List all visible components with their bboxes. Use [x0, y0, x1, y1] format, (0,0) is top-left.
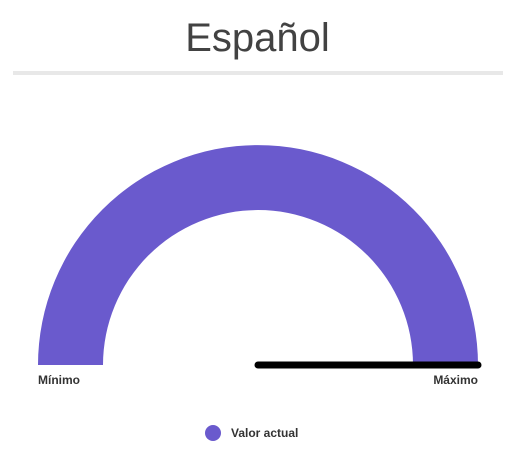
- legend-swatch: [205, 425, 221, 441]
- gauge-max-label: Máximo: [433, 373, 478, 387]
- gauge-min-label: Mínimo: [38, 373, 80, 387]
- title-divider: [13, 71, 503, 75]
- legend-label: Valor actual: [231, 426, 299, 440]
- gauge-value-arc: [38, 145, 478, 365]
- chart-legend: Valor actual: [205, 425, 298, 441]
- page-title: Español: [185, 16, 330, 60]
